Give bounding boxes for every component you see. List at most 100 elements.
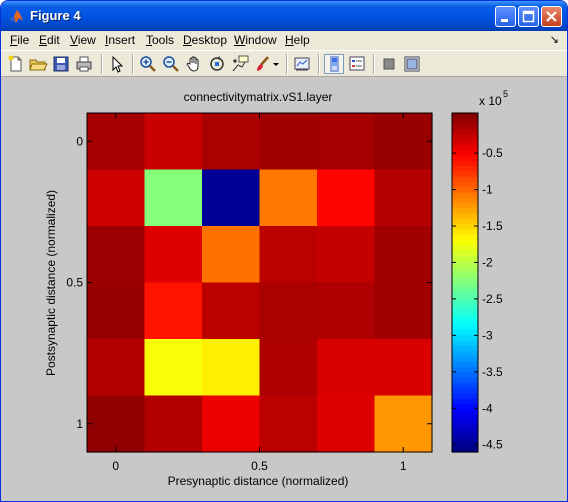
heatmap-cell [259,113,318,171]
link-plot-icon[interactable] [292,54,312,74]
x-axis-ticks: 0 0.5 1 [112,113,407,473]
print-icon[interactable] [74,54,94,74]
colorbar-segment [452,176,478,183]
colorbar-segment [452,399,478,405]
menu-edit[interactable]: Edit [39,33,60,47]
close-button[interactable] [541,6,562,27]
heatmap-cell [259,395,318,453]
colorbar-segment [452,430,478,437]
new-figure-icon[interactable] [6,54,26,74]
colorbar-tick-label: -3 [482,328,493,342]
colorbar-segment [452,420,478,427]
x-tick-label: 0 [112,459,119,473]
zoom-out-icon[interactable] [161,54,181,74]
menubar-dock-arrow-icon[interactable]: ↘ [549,34,559,46]
colorbar-segment [452,181,478,188]
heatmap-cell [87,395,146,453]
colorbar-segment [452,409,478,416]
heatmap-cell [374,282,433,340]
colorbar-frame [451,112,479,453]
show-plot-tools-icon[interactable] [402,54,422,74]
heatmap-cell [144,339,203,397]
colorbar-segment [452,441,478,448]
colorbar-segment [452,165,478,172]
colorbar-icon[interactable] [324,54,344,74]
colorbar-segment [452,404,478,411]
colorbar-segment [452,377,478,384]
y-tick-label: 0 [76,134,83,148]
colorbar-segment [452,277,478,284]
edit-plot-arrow-icon[interactable] [107,54,127,74]
x-axis-label: Presynaptic distance (normalized) [168,474,349,488]
colorbar-segment [452,436,478,443]
colorbar-segment [452,128,478,135]
colorbar-segment [452,335,478,342]
rotate-3d-icon[interactable] [207,54,227,74]
menu-window[interactable]: Window [234,33,277,47]
close-icon [546,11,557,22]
colorbar-segment [452,282,478,289]
colorbar-segment [452,213,478,220]
heatmap-cell [202,113,261,171]
brush-icon[interactable] [253,54,273,74]
pan-hand-icon[interactable] [184,54,204,74]
colorbar-tick-label: -1 [482,183,493,197]
colorbar-segment [452,234,478,241]
brush-dropdown-icon[interactable] [271,54,281,74]
colorbar-segment [452,224,478,231]
colorbar-segment [452,303,478,310]
colorbar-segment [452,414,478,421]
colorbar-tick-label: -1.5 [482,219,503,233]
colorbar-segment [452,256,478,262]
colorbar [451,112,479,453]
colorbar-segment [452,203,478,209]
y-axis-ticks: 00.51 [66,134,432,431]
heatmap-cell [259,339,318,397]
colorbar-segment [452,330,478,337]
menu-insert[interactable]: Insert [105,33,136,47]
heatmap-cell [202,395,261,453]
y-tick-label: 0.5 [66,276,83,290]
heatmap-cell [202,282,261,340]
colorbar-tick-label: -0.5 [482,146,503,160]
menu-tools[interactable]: Tools [146,33,175,47]
heatmap-cell [87,339,146,397]
colorbar-segment [452,271,478,278]
menu-desktop[interactable]: Desktop [183,33,228,47]
heatmap-cell [202,339,261,397]
heatmap-cell [259,282,318,340]
legend-icon[interactable] [347,54,367,74]
colorbar-segment [452,139,478,146]
colorbar-segment [452,187,478,194]
heatmap-cell [144,169,203,227]
colorbar-segment [452,314,478,321]
toolbar-separator [286,54,288,74]
zoom-in-icon[interactable] [138,54,158,74]
y-axis-label: Postsynaptic distance (normalized) [44,190,58,376]
colorbar-segment [452,171,478,178]
heatmap-cell [144,395,203,453]
menu-help[interactable]: Help [285,33,310,47]
menu-view[interactable]: View [70,33,96,47]
hide-plot-tools-icon[interactable] [379,54,399,74]
heatmap-cells [87,113,433,453]
maximize-button[interactable] [518,6,539,27]
menu-bar: File Edit View Insert Tools Desktop Wind… [1,31,567,50]
heatmap-cell [259,226,318,284]
heatmap-cell [374,226,433,284]
heatmap-cell [259,169,318,227]
chart-title: connectivitymatrix.vS1.layer [184,90,333,104]
menu-file[interactable]: File [10,33,30,47]
title-bar[interactable]: Figure 4 [1,1,567,31]
colorbar-segment [452,425,478,432]
data-cursor-icon[interactable] [230,54,250,74]
colorbar-segment [452,298,478,305]
colorbar-segment [452,351,478,358]
open-file-icon[interactable] [28,54,48,74]
minimize-button[interactable] [495,6,516,27]
colorbar-tick-label: -2 [482,255,493,269]
colorbar-segment [452,324,478,331]
figure-toolbar [1,50,567,77]
save-icon[interactable] [51,54,71,74]
